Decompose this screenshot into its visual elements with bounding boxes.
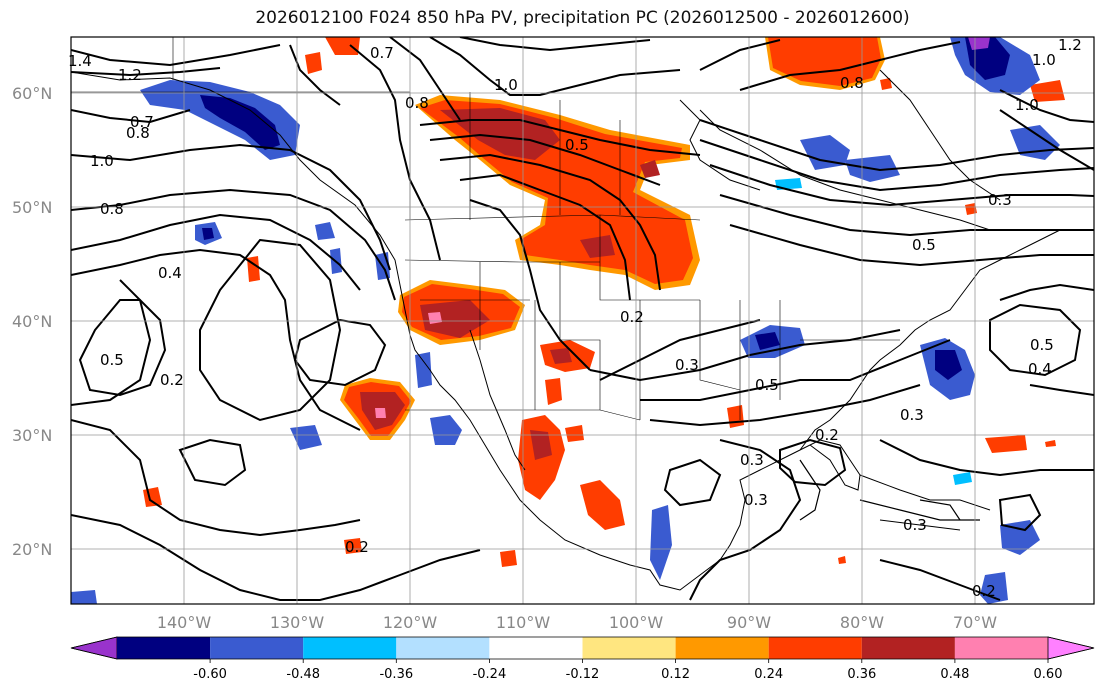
colorbar-segment bbox=[675, 637, 769, 659]
contour-label: 0.3 bbox=[900, 406, 924, 424]
contour-label: 0.2 bbox=[815, 426, 839, 444]
contour-label: 1.0 bbox=[1032, 51, 1056, 69]
contour-label: 1.2 bbox=[118, 66, 142, 84]
colorbar-tick-label: 0.12 bbox=[661, 667, 690, 682]
colorbar-segment bbox=[303, 637, 397, 659]
contour-label: 1.0 bbox=[494, 76, 518, 94]
colorbar-tick-label: -0.12 bbox=[566, 667, 600, 682]
colorbar: -0.60 -0.48 -0.36 -0.24 -0.12 0.12 0.24 0.36 0.4… bbox=[70, 636, 1095, 682]
contour-label: 0.4 bbox=[1028, 360, 1052, 378]
contour-label: 0.3 bbox=[675, 356, 699, 374]
colorbar-segment bbox=[117, 637, 211, 659]
contour-label: 1.0 bbox=[90, 152, 114, 170]
contour-label: 0.8 bbox=[126, 124, 150, 142]
lat-label: 20°N bbox=[12, 540, 52, 559]
contour-label: 0.2 bbox=[345, 538, 369, 556]
contour-label: 0.5 bbox=[912, 236, 936, 254]
lat-label: 30°N bbox=[12, 426, 52, 445]
colorbar-segment bbox=[489, 637, 583, 659]
colorbar-extend-high bbox=[1047, 636, 1095, 660]
colorbar-segment bbox=[861, 637, 955, 659]
contour-label: 0.7 bbox=[370, 44, 394, 62]
colorbar-tick-label: -0.24 bbox=[473, 667, 507, 682]
lon-label: 140°W bbox=[157, 613, 212, 632]
contour-label: 0.4 bbox=[158, 264, 182, 282]
colorbar-segment bbox=[210, 637, 304, 659]
precip-negative-areas bbox=[71, 37, 1060, 604]
contour-label: 0.5 bbox=[100, 351, 124, 369]
lon-label: 100°W bbox=[609, 613, 664, 632]
contour-label: 0.3 bbox=[988, 191, 1012, 209]
contour-label: 1.4 bbox=[68, 52, 92, 70]
contour-label: 0.8 bbox=[405, 94, 429, 112]
colorbar-tick-label: 0.60 bbox=[1034, 667, 1063, 682]
contour-label: 1.2 bbox=[1058, 36, 1082, 54]
contour-label: 0.5 bbox=[755, 376, 779, 394]
contour-label: 1.0 bbox=[1015, 96, 1039, 114]
contour-labels: 1.4 1.2 0.7 0.8 1.0 0.8 0.4 0.5 0.2 0.8 … bbox=[68, 36, 1082, 600]
lon-label: 130°W bbox=[270, 613, 325, 632]
lon-label: 90°W bbox=[727, 613, 771, 632]
contour-label: 0.2 bbox=[972, 582, 996, 600]
pv-contour-thin bbox=[799, 459, 980, 521]
contour-label: 0.5 bbox=[1030, 336, 1054, 354]
colorbar-segment bbox=[396, 637, 490, 659]
lat-label: 40°N bbox=[12, 312, 52, 331]
state-borders bbox=[71, 37, 900, 421]
lon-label: 120°W bbox=[383, 613, 438, 632]
colorbar-tick-label: 0.48 bbox=[940, 667, 969, 682]
latitude-labels: 60°N 50°N 40°N 30°N 20°N bbox=[12, 84, 52, 559]
colorbar-extend-low bbox=[70, 636, 118, 660]
colorbar-segment bbox=[768, 637, 862, 659]
lon-label: 70°W bbox=[953, 613, 997, 632]
colorbar-tick-label: -0.36 bbox=[379, 667, 413, 682]
map-title: 2026012100 F024 850 hPa PV, precipitatio… bbox=[255, 8, 910, 28]
lat-label: 60°N bbox=[12, 84, 52, 103]
colorbar-tick-label: -0.60 bbox=[193, 667, 227, 682]
colorbar-segment bbox=[954, 637, 1048, 659]
contour-label: 0.5 bbox=[565, 136, 589, 154]
contour-label: 0.3 bbox=[903, 516, 927, 534]
contour-label: 0.8 bbox=[840, 74, 864, 92]
colorbar-segment bbox=[582, 637, 676, 659]
colorbar-tick-label: -0.48 bbox=[286, 667, 320, 682]
contour-label: 0.3 bbox=[740, 451, 764, 469]
colorbar-outline bbox=[70, 636, 1095, 660]
graticule bbox=[71, 37, 1094, 604]
colorbar-tick-label: 0.24 bbox=[754, 667, 783, 682]
contour-label: 0.2 bbox=[620, 308, 644, 326]
pv-contours bbox=[71, 37, 1094, 601]
lon-label: 80°W bbox=[840, 613, 884, 632]
contour-label: 0.7 bbox=[130, 113, 154, 131]
precip-positive-areas bbox=[143, 37, 1065, 567]
contour-label: 0.8 bbox=[100, 200, 124, 218]
lon-label: 110°W bbox=[496, 613, 551, 632]
longitude-labels: 140°W 130°W 120°W 110°W 100°W 90°W 80°W … bbox=[157, 613, 997, 632]
coastlines bbox=[71, 69, 1061, 591]
contour-label: 0.3 bbox=[744, 491, 768, 509]
contour-label: 0.2 bbox=[160, 371, 184, 389]
colorbar-tick-label: 0.36 bbox=[847, 667, 876, 682]
lat-label: 50°N bbox=[12, 198, 52, 217]
map-frame bbox=[70, 36, 1095, 605]
